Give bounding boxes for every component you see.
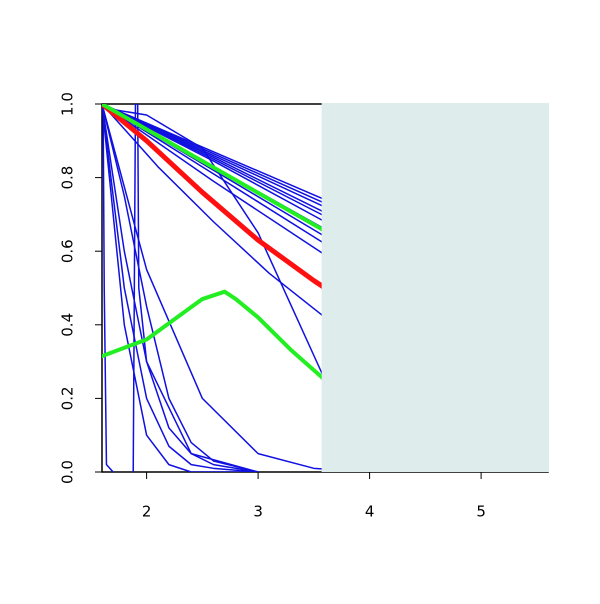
y-tick-label: 0.4: [59, 313, 77, 337]
curve: [102, 104, 482, 472]
x-tick-label: 3: [253, 503, 263, 521]
curve: [102, 104, 259, 472]
curve: [102, 104, 114, 472]
shaded-region: [321, 103, 549, 472]
y-tick-label: 0.0: [59, 460, 77, 484]
y-tick-label: 0.2: [59, 386, 77, 410]
curve: [132, 104, 259, 472]
x-tick-label: 5: [476, 503, 486, 521]
x-tick-label: 4: [365, 503, 375, 521]
y-tick-label: 0.8: [59, 166, 77, 190]
y-tick-label: 0.6: [59, 239, 77, 263]
x-tick-label: 2: [142, 503, 152, 521]
curve: [102, 104, 259, 472]
y-tick-label: 1.0: [59, 92, 77, 116]
curve: [102, 104, 259, 472]
curve: [102, 104, 259, 472]
